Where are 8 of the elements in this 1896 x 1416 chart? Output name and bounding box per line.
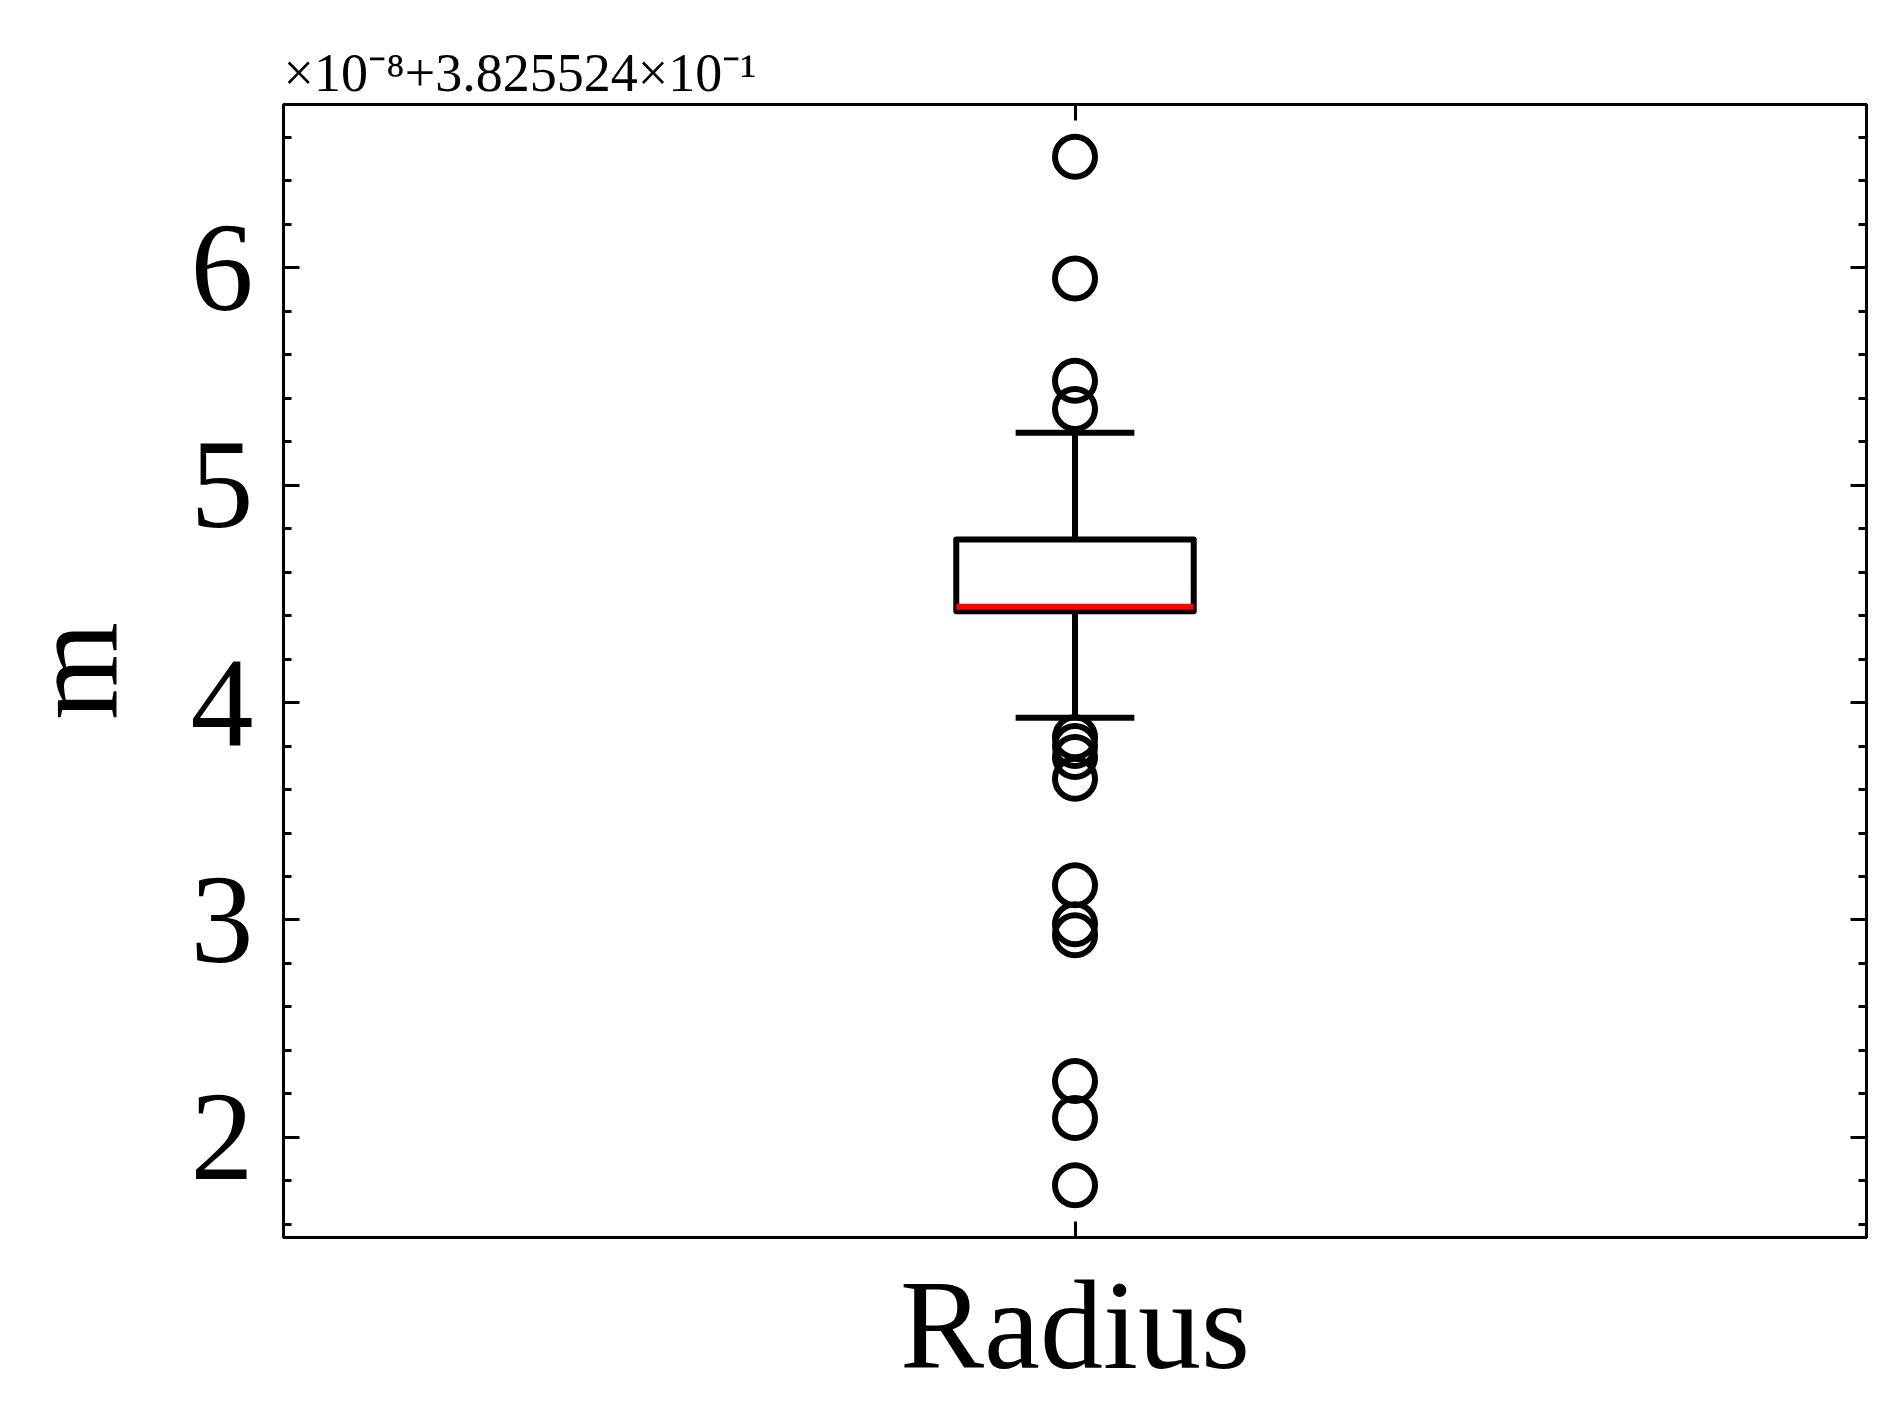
text: ×10⁻⁸+3.825524×10⁻¹: [283, 42, 757, 103]
y-tick-label: 2: [190, 1067, 254, 1207]
x-tick-label: Radius: [900, 1255, 1251, 1395]
y-axis-title: m: [3, 621, 143, 720]
y-tick-label: 3: [190, 850, 254, 989]
y-tick-label: 6: [190, 197, 254, 337]
y-tick-label: 4: [190, 632, 254, 772]
y-tick-label: 5: [190, 415, 254, 555]
